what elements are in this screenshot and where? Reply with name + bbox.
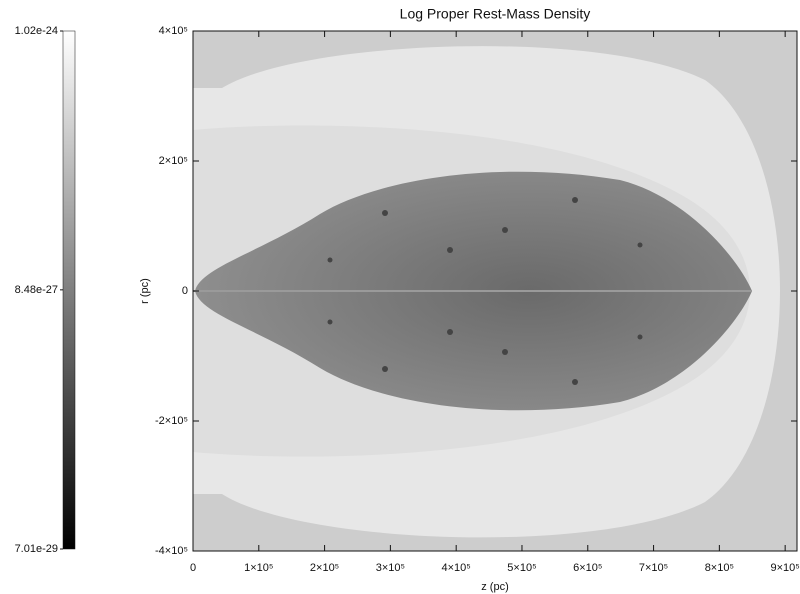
y-tick-label: 2×10⁵ bbox=[159, 155, 188, 167]
y-tick-label: -2×10⁵ bbox=[155, 415, 188, 427]
x-tick-label: 1×10⁵ bbox=[244, 562, 273, 574]
y-axis-label: r (pc) bbox=[139, 278, 151, 304]
x-tick-label: 2×10⁵ bbox=[310, 562, 339, 574]
x-tick-label: 4×10⁵ bbox=[442, 562, 471, 574]
x-tick-label: 5×10⁵ bbox=[507, 562, 536, 574]
y-tick-label: 0 bbox=[182, 285, 188, 297]
y-tick-label: 4×10⁵ bbox=[159, 25, 188, 37]
x-tick-label: 9×10⁵ bbox=[770, 562, 799, 574]
x-axis-label: z (pc) bbox=[481, 581, 509, 593]
x-tick-label: 3×10⁵ bbox=[376, 562, 405, 574]
density-image bbox=[193, 31, 797, 551]
colorbar-tick-label: 1.02e-24 bbox=[15, 25, 58, 37]
x-tick-label: 0 bbox=[190, 562, 196, 574]
chart-title: Log Proper Rest-Mass Density bbox=[400, 6, 591, 22]
x-tick-label: 7×10⁵ bbox=[639, 562, 668, 574]
x-tick-label: 8×10⁵ bbox=[705, 562, 734, 574]
colorbar bbox=[62, 30, 76, 550]
colorbar-tick-label: 8.48e-27 bbox=[15, 284, 58, 296]
x-tick-label: 6×10⁵ bbox=[573, 562, 602, 574]
colorbar-tick-label: 7.01e-29 bbox=[15, 543, 58, 555]
y-tick-label: -4×10⁵ bbox=[155, 545, 188, 557]
